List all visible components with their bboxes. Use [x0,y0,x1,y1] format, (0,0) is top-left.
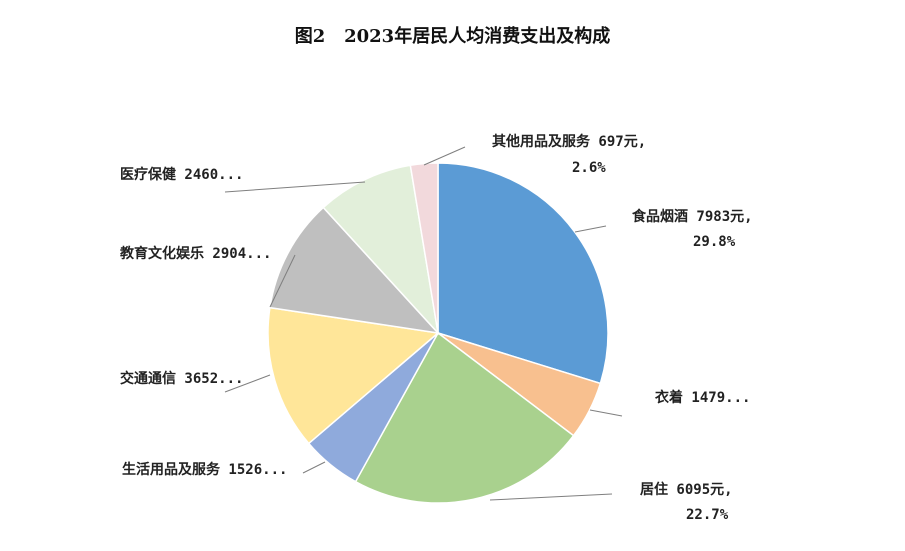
slice-percent-label-2: 22.7% [686,507,729,523]
slice-label-5: 教育文化娱乐 2904... [120,245,271,262]
pie-slice-2 [354,331,575,504]
slice-label-7: 其他用品及服务 697元, [492,133,646,150]
leader-line-6 [224,181,366,193]
pie-slice-6 [322,164,440,336]
leader-line-5 [269,254,296,308]
slice-percent-label-0: 29.8% [693,234,736,250]
slice-label-2: 居住 6095元, [640,481,733,498]
leader-line-1 [589,409,623,417]
slice-label-4: 交通通信 3652... [120,370,243,387]
chart-title-prefix: 图2 [294,26,326,47]
leader-line-0 [574,225,607,233]
chart-title-text: 2023年居民人均消费支出及构成 [344,26,611,47]
leader-line-3 [302,461,326,474]
slice-label-3: 生活用品及服务 1526... [122,461,287,478]
leader-line-4 [224,374,271,393]
pie-slice-7 [409,162,439,334]
pie-slice-0 [437,162,609,385]
chart-title: 图2 2023年居民人均消费支出及构成 [0,22,905,48]
slice-label-6: 医疗保健 2460... [120,166,243,183]
pie-slice-5 [269,206,440,335]
leader-line-2 [489,493,613,501]
leader-line-7 [423,146,466,166]
slice-label-0: 食品烟酒 7983元, [632,208,753,225]
slice-label-1: 衣着 1479... [655,389,750,406]
pie-slice-4 [267,306,440,445]
slice-percent-label-7: 2.6% [572,160,606,176]
